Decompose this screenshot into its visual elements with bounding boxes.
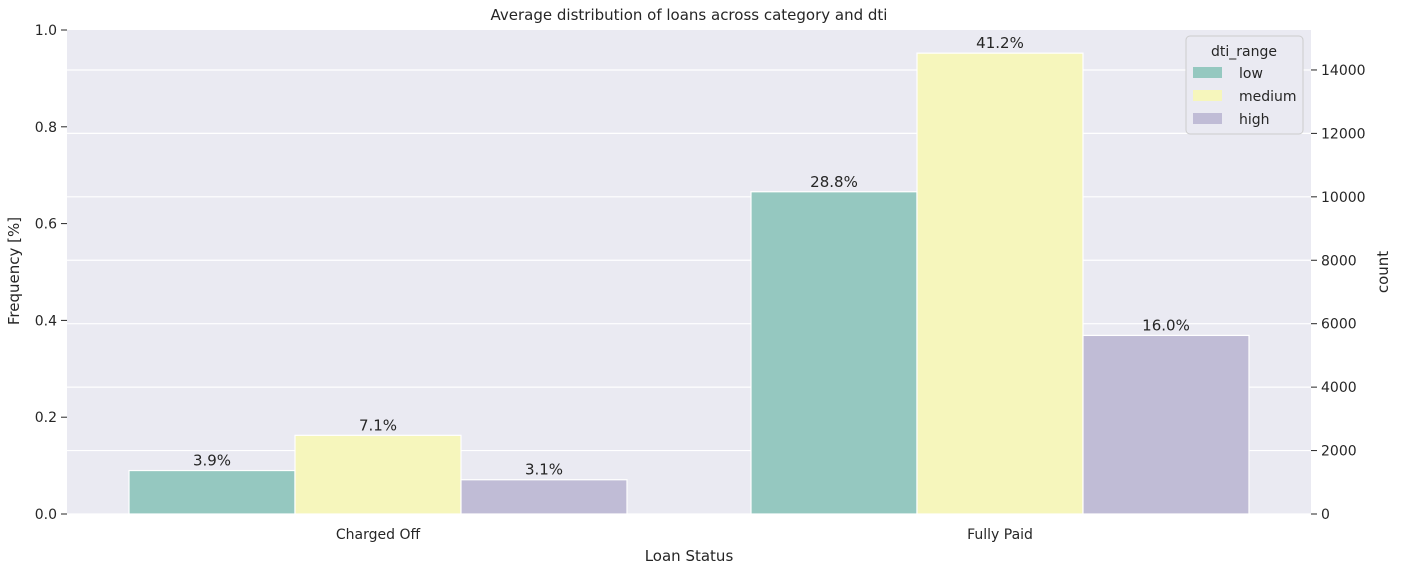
y-axis-label-left: Frequency [%] bbox=[5, 217, 23, 325]
data-label-medium-1: 41.2% bbox=[976, 34, 1024, 52]
right-tick-label: 10000 bbox=[1321, 190, 1366, 206]
legend-swatch-high bbox=[1193, 113, 1222, 124]
right-tick-label: 12000 bbox=[1321, 126, 1366, 142]
right-tick-label: 4000 bbox=[1321, 380, 1357, 396]
data-label-low-1: 28.8% bbox=[810, 173, 858, 191]
legend-title: dti_range bbox=[1211, 44, 1277, 60]
bar-low-0 bbox=[128, 469, 296, 515]
left-tick-label: 0.8 bbox=[35, 120, 57, 136]
data-label-high-1: 16.0% bbox=[1142, 316, 1190, 334]
right-tick-label: 14000 bbox=[1321, 63, 1366, 79]
chart-title: Average distribution of loans across cat… bbox=[491, 6, 888, 24]
legend-box bbox=[1185, 35, 1304, 135]
bar-high-0 bbox=[460, 479, 628, 515]
left-tick-label: 0.4 bbox=[35, 313, 57, 329]
y-axis-label-right: count bbox=[1374, 251, 1392, 293]
bar-medium-1 bbox=[916, 52, 1084, 515]
x-axis-label: Loan Status bbox=[645, 547, 734, 565]
data-label-medium-0: 7.1% bbox=[359, 416, 397, 434]
data-label-high-0: 3.1% bbox=[525, 461, 563, 479]
right-tick-label: 8000 bbox=[1321, 253, 1357, 269]
legend-label-low: low bbox=[1239, 66, 1263, 82]
legend-label-high: high bbox=[1239, 112, 1270, 128]
bars bbox=[128, 52, 1250, 515]
legend-swatch-low bbox=[1193, 67, 1222, 78]
bar-high-1 bbox=[1082, 334, 1250, 515]
data-labels: 3.9% 7.1% 3.1% 28.8% 41.2% 16.0% bbox=[193, 34, 1190, 479]
x-tick-label: Charged Off bbox=[336, 527, 421, 543]
legend-swatch-medium bbox=[1193, 90, 1222, 101]
left-tick-label: 1.0 bbox=[35, 23, 57, 39]
left-tick-label: 0.2 bbox=[35, 410, 57, 426]
legend-items: low medium high bbox=[1193, 66, 1297, 128]
right-tick-label: 2000 bbox=[1321, 444, 1357, 460]
bar-low-1 bbox=[750, 191, 918, 515]
x-axis: Charged Off Fully Paid bbox=[336, 527, 1033, 543]
left-tick-label: 0.0 bbox=[35, 507, 57, 523]
left-tick-label: 0.6 bbox=[35, 217, 57, 233]
legend-label-medium: medium bbox=[1239, 89, 1297, 105]
right-axis: 0 2000 4000 6000 8000 10000 12000 14000 bbox=[1311, 63, 1366, 523]
data-label-low-0: 3.9% bbox=[193, 452, 231, 470]
legend: dti_range low medium high bbox=[1185, 35, 1304, 135]
right-tick-label: 0 bbox=[1321, 507, 1330, 523]
x-tick-label: Fully Paid bbox=[967, 527, 1033, 543]
bar-medium-0 bbox=[294, 434, 462, 515]
right-tick-label: 6000 bbox=[1321, 317, 1357, 333]
left-axis: 0.0 0.2 0.4 0.6 0.8 1.0 bbox=[35, 23, 67, 523]
